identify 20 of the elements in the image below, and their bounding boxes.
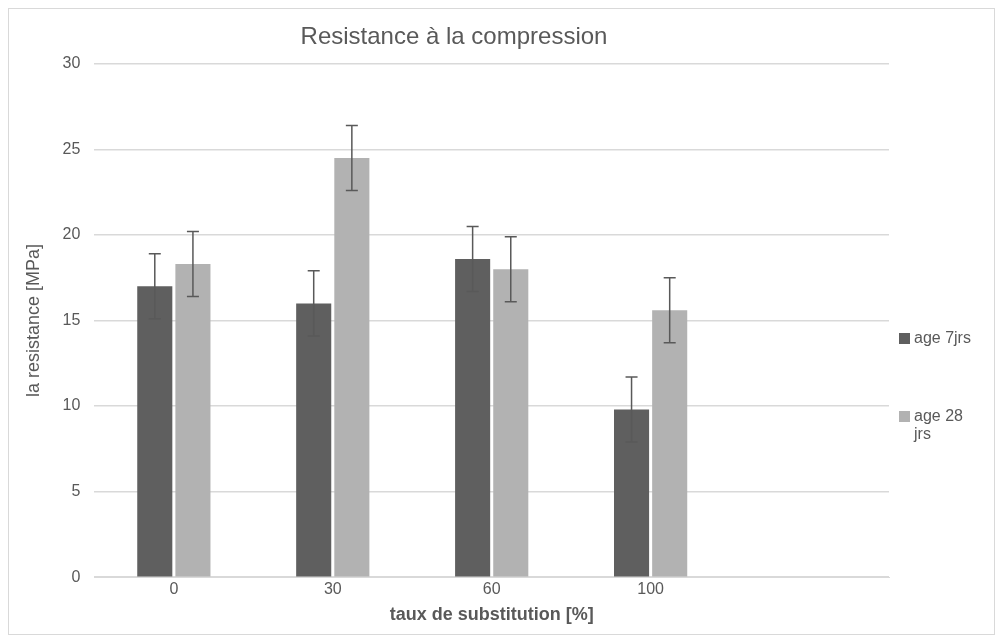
chart-title: Resistance à la compression: [300, 22, 608, 50]
x-axis-title: taux de substitution [%]: [389, 604, 594, 625]
bar: [175, 264, 211, 577]
y-tick-label: 20: [62, 225, 81, 243]
y-tick-label: 15: [62, 310, 81, 328]
x-tick-label: 60: [482, 580, 501, 598]
y-tick-label: 10: [62, 396, 81, 414]
legend-label: age 28 jrs: [914, 407, 964, 443]
bar: [652, 310, 688, 577]
x-tick-label: 30: [323, 580, 342, 598]
legend-label: age 7jrs: [914, 329, 972, 347]
y-tick-label: 30: [62, 54, 81, 72]
bar: [334, 157, 370, 577]
bar: [493, 269, 529, 577]
y-tick-label: 5: [71, 482, 81, 500]
x-tick-label: 0: [169, 580, 179, 598]
y-tick-label: 25: [62, 139, 81, 157]
y-axis-title: la resistance [MPa]: [22, 243, 43, 398]
x-tick-label: 100: [637, 580, 665, 598]
y-tick-label: 0: [71, 567, 81, 585]
